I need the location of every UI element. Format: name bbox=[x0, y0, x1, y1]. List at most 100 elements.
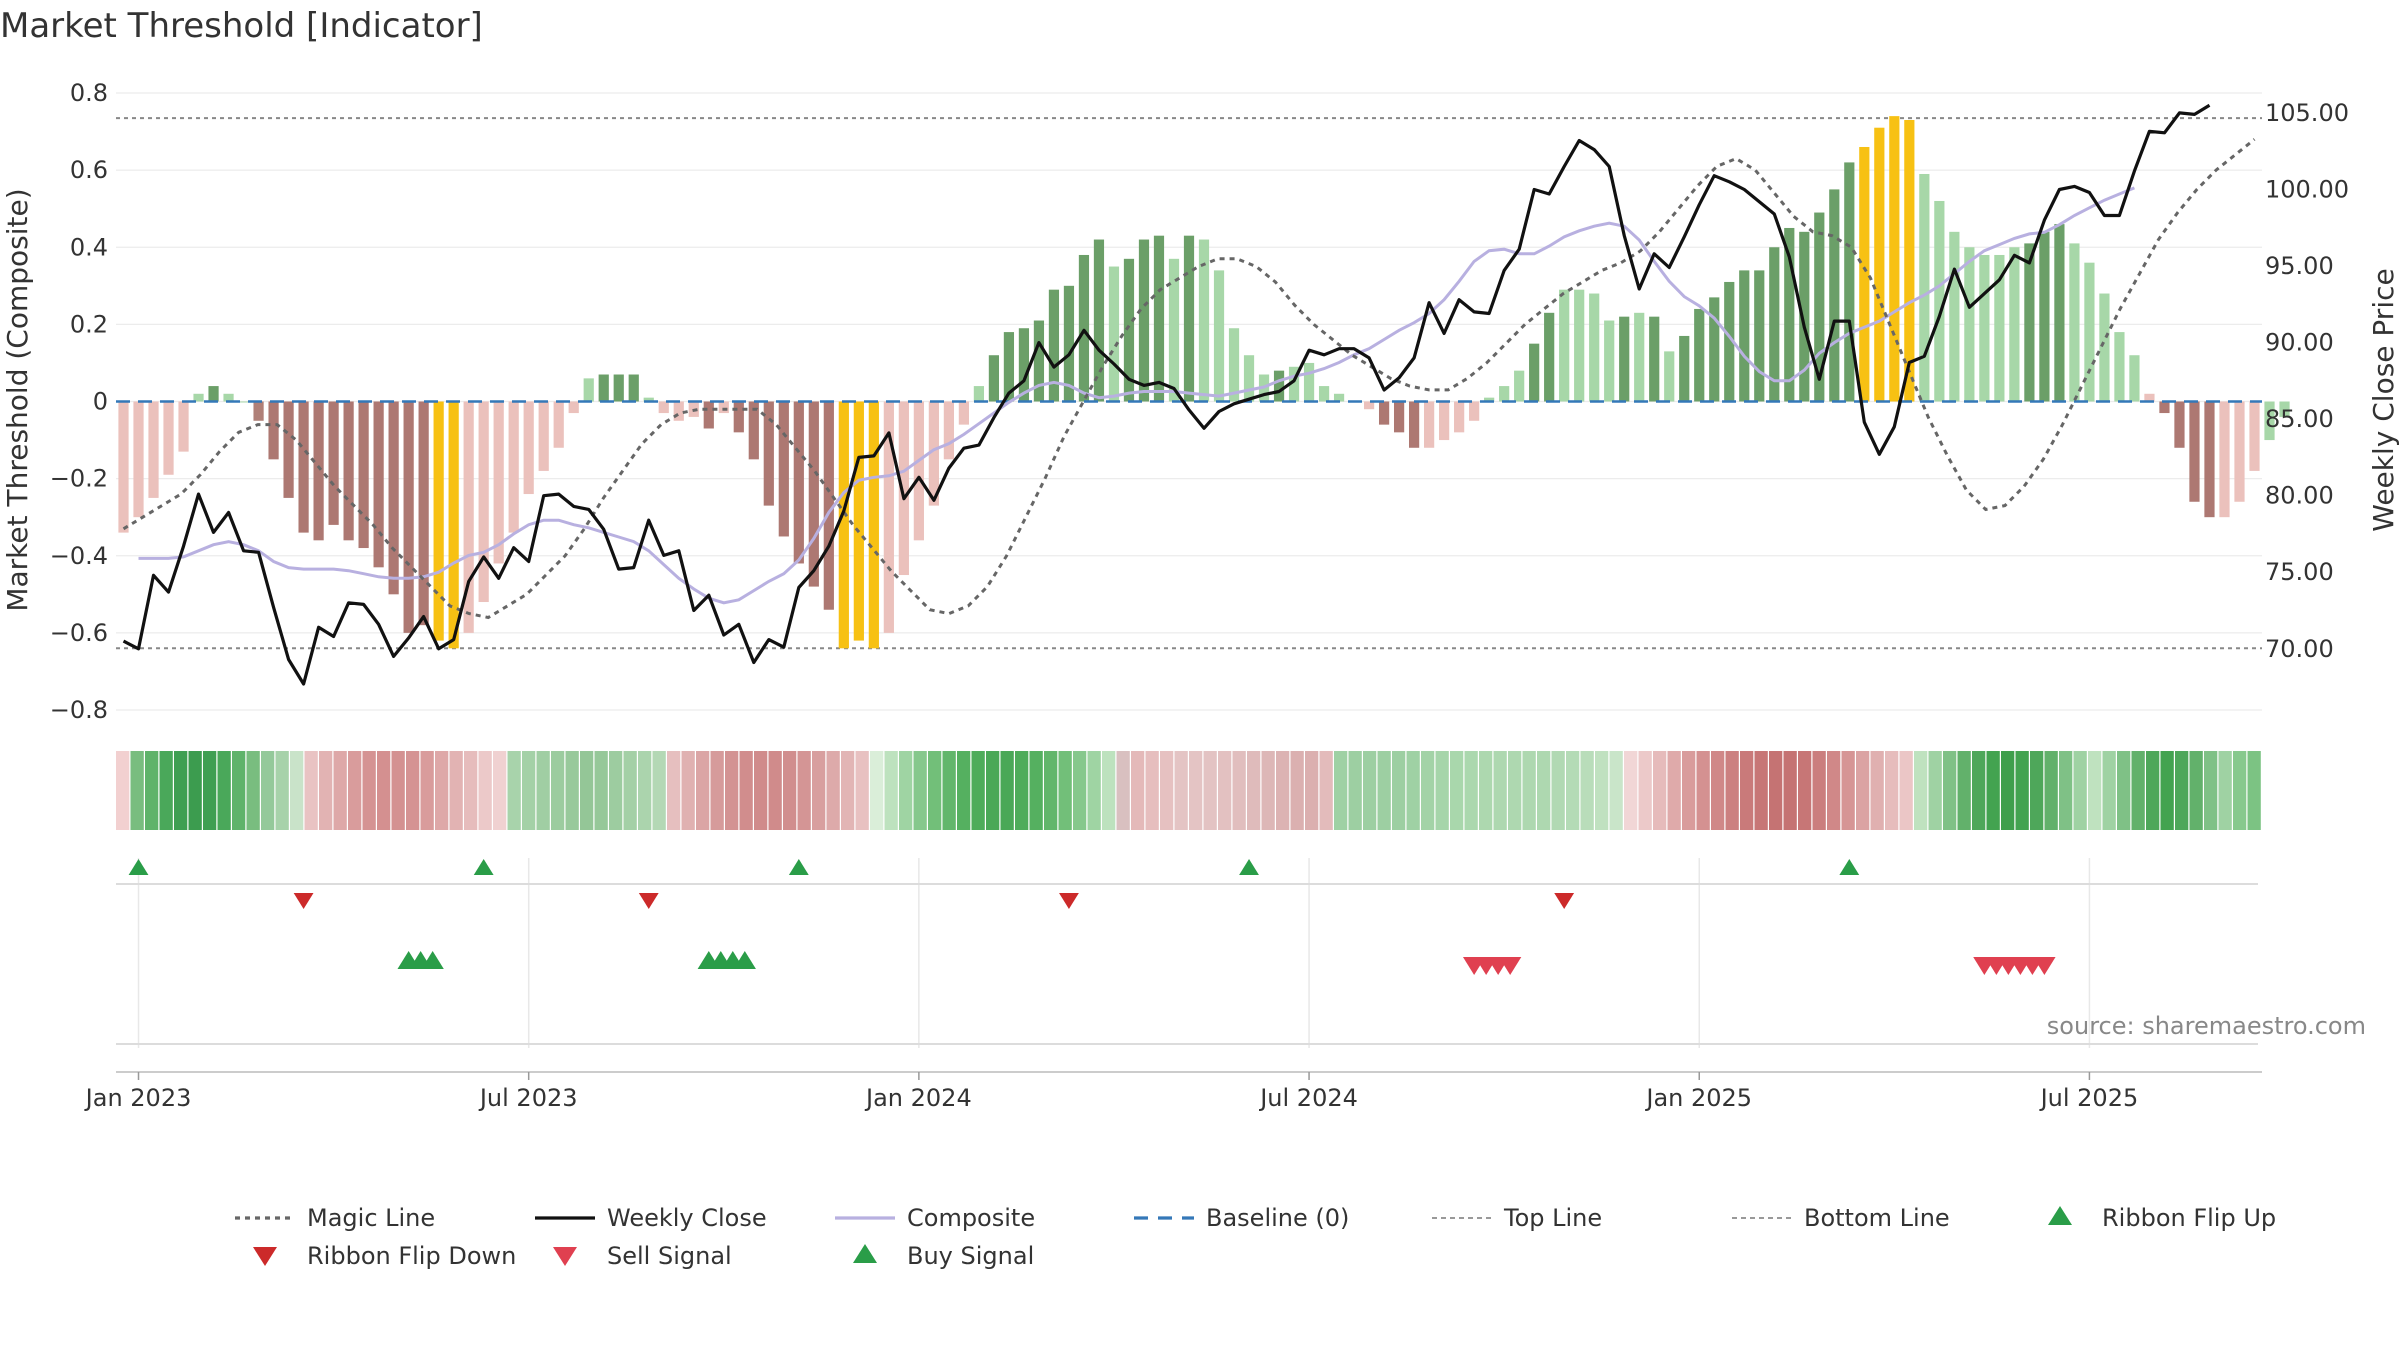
composite-bar bbox=[2039, 231, 2050, 402]
composite-bar bbox=[178, 401, 189, 452]
ribbon-cell bbox=[1232, 751, 1246, 830]
magic-line bbox=[122, 138, 2256, 620]
composite-bar bbox=[1634, 312, 1645, 402]
ribbon-cell bbox=[855, 751, 869, 830]
composite-bar bbox=[958, 401, 969, 425]
ribbon-cell bbox=[536, 751, 550, 830]
ribbon-cell bbox=[1000, 751, 1014, 830]
ribbon-cell bbox=[1015, 751, 1029, 830]
composite-bar bbox=[268, 401, 279, 460]
ribbon-cell bbox=[986, 751, 1000, 830]
composite-bar bbox=[388, 401, 399, 595]
ribbon-cell bbox=[333, 751, 347, 830]
y-right-axis-label: Weekly Close Price bbox=[2367, 268, 2400, 531]
ribbon-cell bbox=[1508, 751, 1522, 830]
composite-bar bbox=[1829, 189, 1840, 402]
ribbon-cell bbox=[826, 751, 840, 830]
ribbon-cell bbox=[2117, 751, 2131, 830]
ribbon-cell bbox=[2102, 751, 2116, 830]
ribbon-cell bbox=[391, 751, 405, 830]
composite-bar bbox=[778, 401, 789, 537]
ribbon-cell bbox=[1827, 751, 1841, 830]
composite-bar bbox=[418, 401, 429, 626]
composite-bar bbox=[2009, 247, 2020, 402]
sell-signal-marker bbox=[2033, 957, 2056, 975]
ribbon-cell bbox=[913, 751, 927, 830]
composite-bar bbox=[1123, 258, 1135, 402]
composite-bar bbox=[1318, 386, 1330, 402]
y-left-tick-label: −0.6 bbox=[50, 619, 108, 647]
composite-bar bbox=[1063, 285, 1075, 402]
ribbon-cell bbox=[841, 751, 855, 830]
ribbon-cell bbox=[1957, 751, 1971, 830]
ribbon-cell bbox=[899, 751, 913, 830]
ribbon-flip-up-marker bbox=[1239, 859, 1259, 875]
composite-bar bbox=[1739, 270, 1750, 402]
composite-bar bbox=[823, 401, 834, 610]
legend-label: Top Line bbox=[1503, 1204, 1602, 1232]
composite-bar bbox=[1979, 254, 1990, 402]
y-left-axis-label: Market Threshold (Composite) bbox=[1, 188, 34, 611]
composite-bar bbox=[1108, 266, 1120, 402]
composite-bar bbox=[868, 401, 879, 649]
composite-bar bbox=[523, 401, 534, 495]
ribbon-cell bbox=[1870, 751, 1884, 830]
composite-bar bbox=[1033, 320, 1045, 402]
composite-bar bbox=[1724, 281, 1735, 402]
ribbon-cell bbox=[1087, 751, 1101, 830]
composite-bar bbox=[1664, 351, 1675, 402]
composite-bar bbox=[793, 401, 804, 564]
ribbon-cell bbox=[1464, 751, 1478, 830]
composite-bar bbox=[1619, 316, 1630, 402]
composite-bar bbox=[838, 401, 849, 649]
composite-bar bbox=[373, 401, 384, 568]
composite-bar bbox=[718, 401, 729, 414]
composite-bar bbox=[433, 401, 444, 641]
ribbon-cell bbox=[1029, 751, 1043, 830]
composite-bar bbox=[1874, 127, 1885, 402]
ribbon-cell bbox=[667, 751, 681, 830]
ribbon-cell bbox=[2030, 751, 2044, 830]
composite-bar bbox=[898, 401, 909, 576]
ribbon-cell bbox=[768, 751, 782, 830]
composite-bar bbox=[1228, 328, 1240, 402]
y-left-tick-label: 0.4 bbox=[70, 233, 108, 261]
ribbon-cell bbox=[957, 751, 971, 830]
composite-bar bbox=[1093, 239, 1105, 402]
ribbon-cell bbox=[594, 751, 608, 830]
composite-bar bbox=[808, 401, 819, 587]
composite-bar bbox=[1799, 231, 1810, 402]
ribbon-cell bbox=[188, 751, 202, 830]
composite-bar bbox=[2174, 401, 2185, 448]
composite-bar bbox=[988, 355, 1000, 402]
composite-bar bbox=[1994, 254, 2005, 402]
ribbon-cell bbox=[739, 751, 753, 830]
ribbon-cell bbox=[1595, 751, 1609, 830]
composite-bar bbox=[1544, 312, 1555, 402]
ribbon-cell bbox=[1885, 751, 1899, 830]
composite-bar bbox=[238, 401, 249, 403]
ribbon-cell bbox=[638, 751, 652, 830]
legend-label: Ribbon Flip Up bbox=[2102, 1204, 2276, 1232]
composite-bar bbox=[1694, 308, 1705, 402]
y-left-tick-label: 0 bbox=[93, 388, 108, 416]
ribbon-cell bbox=[1261, 751, 1275, 830]
y-left-tick-label: 0.8 bbox=[70, 79, 108, 107]
composite-bar bbox=[673, 401, 684, 421]
legend-label: Magic Line bbox=[307, 1204, 435, 1232]
composite-bar bbox=[1484, 397, 1495, 402]
y-right-tick-label: 95.00 bbox=[2265, 252, 2334, 280]
composite-bar bbox=[1243, 355, 1255, 402]
composite-bar bbox=[883, 401, 894, 633]
ribbon-cell bbox=[261, 751, 275, 830]
ribbon-cell bbox=[1450, 751, 1464, 830]
ribbon-cell bbox=[290, 751, 304, 830]
ribbon-cell bbox=[1058, 751, 1072, 830]
y-right-tick-label: 75.00 bbox=[2265, 558, 2334, 586]
ribbon-cell bbox=[1276, 751, 1290, 830]
composite-bar bbox=[1333, 393, 1345, 402]
ribbon-cell bbox=[449, 751, 463, 830]
ribbon-cell bbox=[1363, 751, 1377, 830]
ribbon-cell bbox=[710, 751, 724, 830]
ribbon-cell bbox=[609, 751, 623, 830]
